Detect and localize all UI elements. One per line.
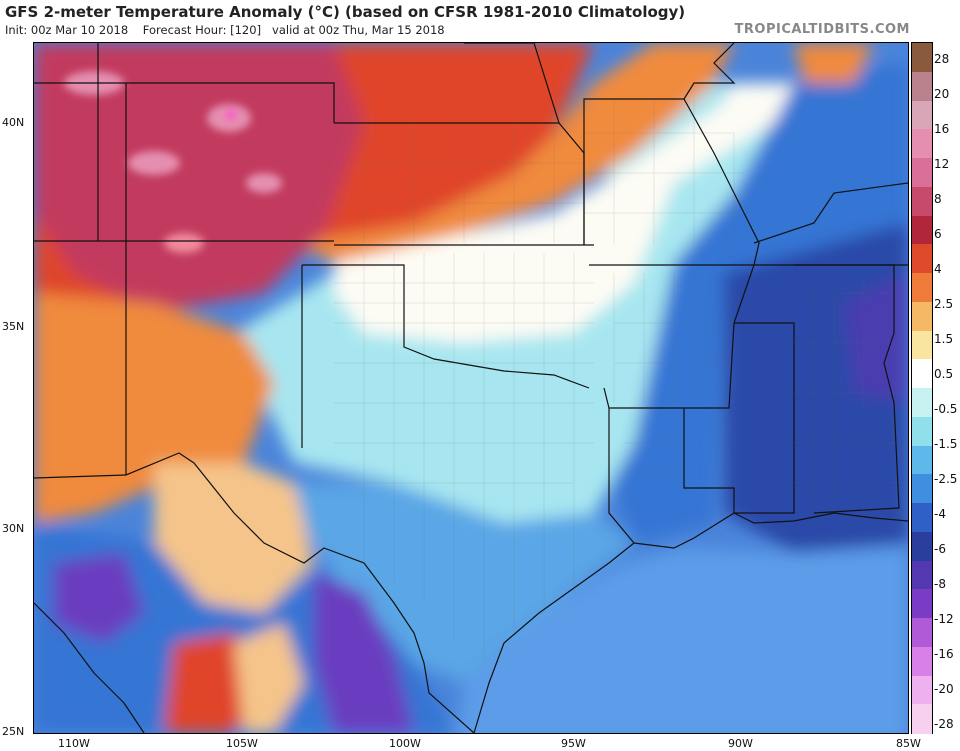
hotspot-3 <box>246 173 282 193</box>
colorbar-label: -1.5 <box>934 437 958 451</box>
border-missouri <box>583 98 760 266</box>
source-watermark: TROPICALTIDBITS.COM <box>734 22 910 37</box>
colorbar-label: 4 <box>934 262 942 276</box>
colorbar-label: 8 <box>934 192 942 206</box>
colorbar-segment <box>912 129 932 159</box>
lon-label-100w: 100W <box>389 737 421 750</box>
border-oklahoma-panhandle <box>302 264 590 389</box>
lon-label-90w: 90W <box>728 737 753 750</box>
colorbar-segment <box>912 330 932 360</box>
county-grid-lines <box>334 99 908 663</box>
colorbar-label: -20 <box>934 682 954 696</box>
map-title: GFS 2-meter Temperature Anomaly (°C) (ba… <box>5 3 686 21</box>
colorbar-segment <box>912 158 932 188</box>
colorbar-segment <box>912 675 932 705</box>
border-arkansas <box>589 264 755 409</box>
colorbar-segment <box>912 244 932 274</box>
colorbar-label: 16 <box>934 122 950 136</box>
colorbar-segment <box>912 301 932 331</box>
colorbar-segment <box>912 416 932 446</box>
colorbar-segment <box>912 589 932 619</box>
border-indiana-kentucky <box>753 182 908 244</box>
colorbar-segment <box>912 71 932 101</box>
northeast-orange <box>794 43 874 83</box>
anomaly-map <box>33 42 909 734</box>
border-nebraska <box>464 43 560 124</box>
colorbar-segment <box>912 531 932 561</box>
orange-band <box>294 43 734 263</box>
mexico-purple-east <box>314 573 414 733</box>
valid-time: valid at 00z Thu, Mar 15 2018 <box>272 23 445 37</box>
gulf-ocean <box>455 548 908 733</box>
colorbar-label: 20 <box>934 87 950 101</box>
colorbar-label: 0.5 <box>934 367 954 381</box>
hotspot-2 <box>128 151 180 175</box>
colorbar <box>911 42 933 734</box>
colorbar-segment <box>912 503 932 533</box>
coast-gulf-east <box>733 512 908 524</box>
county-grid <box>334 99 908 663</box>
border-nm-mexico <box>34 474 127 479</box>
colorbar-label: -4 <box>934 507 946 521</box>
state-borders <box>34 43 908 733</box>
colorbar-segment <box>912 646 932 676</box>
coast-texas <box>473 542 635 733</box>
colorbar-label: -12 <box>934 612 954 626</box>
texas-mid-blue <box>274 483 634 683</box>
colorbar-segment <box>912 474 932 504</box>
colorbar-segment <box>912 215 932 245</box>
colorbar-segment <box>912 273 932 303</box>
border-illinois <box>683 43 736 100</box>
colorbar-label: -8 <box>934 577 946 591</box>
colorbar-label: -2.5 <box>934 472 958 486</box>
colorbar-segment <box>912 388 932 418</box>
rockies-warm-region <box>34 43 364 313</box>
colorbar-label: 28 <box>934 52 950 66</box>
colorbar-label: 2.5 <box>934 297 954 311</box>
border-texas-mexico <box>125 452 475 733</box>
border-colorado-north <box>34 82 335 123</box>
lon-label-95w: 95W <box>561 737 586 750</box>
colorbar-label: -28 <box>934 717 954 731</box>
southwest-pale <box>154 463 314 613</box>
colorbar-label: 6 <box>934 227 942 241</box>
mexico-purple-west <box>54 553 144 643</box>
lon-label-105w: 105W <box>226 737 258 750</box>
lon-label-85w: 85W <box>896 737 921 750</box>
lat-label-35n: 35N <box>2 320 25 333</box>
lon-label-110w: 110W <box>58 737 90 750</box>
border-mississippi-alabama <box>734 322 795 514</box>
map-subtitle: Init: 00z Mar 10 2018 Forecast Hour: [12… <box>5 23 445 37</box>
colorbar-segment <box>912 560 932 590</box>
hotspot-4 <box>164 233 204 253</box>
colorbar-segment <box>912 186 932 216</box>
lat-label-30n: 30N <box>2 522 25 535</box>
colorbar-label: -6 <box>934 542 946 556</box>
hotspot-6 <box>226 110 236 120</box>
colorbar-segment <box>912 43 932 73</box>
southeast-purple <box>844 273 908 403</box>
forecast-hour: Forecast Hour: [120] <box>142 23 262 37</box>
colorbar-label: -16 <box>934 647 954 661</box>
init-time: Init: 00z Mar 10 2018 <box>5 23 129 37</box>
colorbar-label: 1.5 <box>934 332 954 346</box>
colorbar-segment <box>912 100 932 130</box>
colorbar-segment <box>912 445 932 475</box>
colorbar-label: -0.5 <box>934 402 958 416</box>
border-louisiana <box>608 408 735 549</box>
colorbar-label: 12 <box>934 157 950 171</box>
lat-label-40n: 40N <box>2 116 25 129</box>
colorbar-segment <box>912 359 932 389</box>
lat-label-25n: 25N <box>2 725 25 738</box>
coast-mexico-west <box>34 602 145 733</box>
colorbar-segment <box>912 618 932 648</box>
mexico-orange-spot <box>234 623 304 733</box>
colorbar-segment <box>912 704 932 734</box>
neutral-band <box>334 83 794 343</box>
